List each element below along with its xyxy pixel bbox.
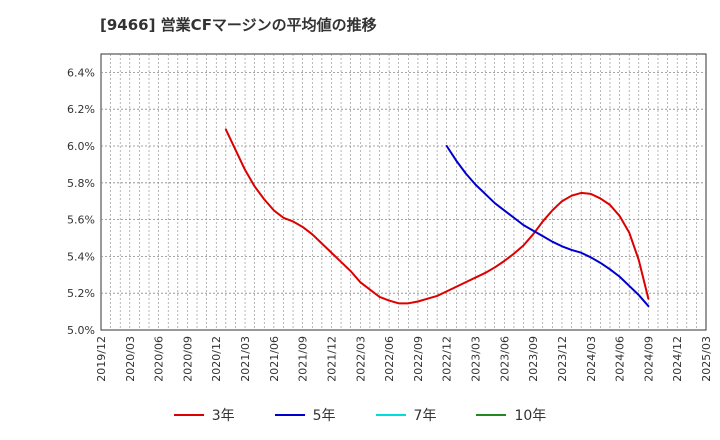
chart-title: [9466] 営業CFマージンの平均値の推移 [100, 16, 377, 34]
x-tick-label: 2023/06 [498, 336, 511, 382]
y-tick-label: 5.6% [67, 214, 95, 227]
x-tick-label: 2022/09 [412, 336, 425, 382]
legend-label: 5年 [312, 408, 336, 424]
x-tick-label: 2021/03 [239, 336, 252, 382]
x-tick-label: 2021/09 [297, 336, 310, 382]
legend-line-swatch [173, 414, 204, 416]
x-tick-label: 2022/12 [441, 336, 454, 382]
y-tick-label: 6.4% [67, 66, 95, 79]
legend-label: 3年 [211, 408, 235, 424]
x-tick-label: 2024/09 [642, 336, 655, 382]
x-tick-label: 2020/12 [210, 336, 223, 382]
y-tick-label: 6.0% [67, 140, 95, 153]
plot-area [100, 53, 707, 331]
x-tick-label: 2025/03 [700, 336, 713, 382]
x-tick-label: 2022/06 [383, 336, 396, 382]
y-tick-label: 5.0% [67, 324, 95, 337]
legend-label: 7年 [413, 408, 437, 424]
legend-item: 3年 [173, 405, 235, 425]
x-tick-label: 2023/12 [556, 336, 569, 382]
x-tick-label: 2024/12 [671, 336, 684, 382]
series-line [224, 128, 650, 305]
legend-item: 10年 [476, 405, 546, 425]
x-tick-label: 2022/03 [354, 336, 367, 382]
x-tick-label: 2020/06 [153, 336, 166, 382]
x-tick-label: 2021/12 [325, 336, 338, 382]
x-tick-label: 2023/09 [527, 336, 540, 382]
legend-line-swatch [375, 414, 406, 416]
x-tick-label: 2020/09 [181, 336, 194, 382]
x-tick-label: 2023/03 [470, 336, 483, 382]
x-tick-label: 2020/03 [124, 336, 137, 382]
legend-label: 10年 [514, 408, 547, 424]
x-tick-label: 2024/06 [614, 336, 627, 382]
y-tick-label: 5.4% [67, 250, 95, 263]
x-tick-label: 2024/03 [585, 336, 598, 382]
y-tick-label: 5.8% [67, 177, 95, 190]
legend-line-swatch [476, 414, 507, 416]
legend-line-swatch [274, 414, 305, 416]
x-tick-label: 2021/06 [268, 336, 281, 382]
y-tick-label: 5.2% [67, 287, 95, 300]
y-tick-label: 6.2% [67, 103, 95, 116]
legend-item: 7年 [375, 405, 437, 425]
legend: 3年 5年 7年 10年 [0, 404, 720, 426]
line-chart: 5.0% 5.2% 5.4% 5.6% 5.8% 6.0% 6.2% 6.4% 2019/12 2… [67, 53, 713, 382]
legend-item: 5年 [274, 405, 336, 425]
x-tick-label: 2019/12 [95, 336, 108, 382]
series-line [445, 145, 650, 308]
